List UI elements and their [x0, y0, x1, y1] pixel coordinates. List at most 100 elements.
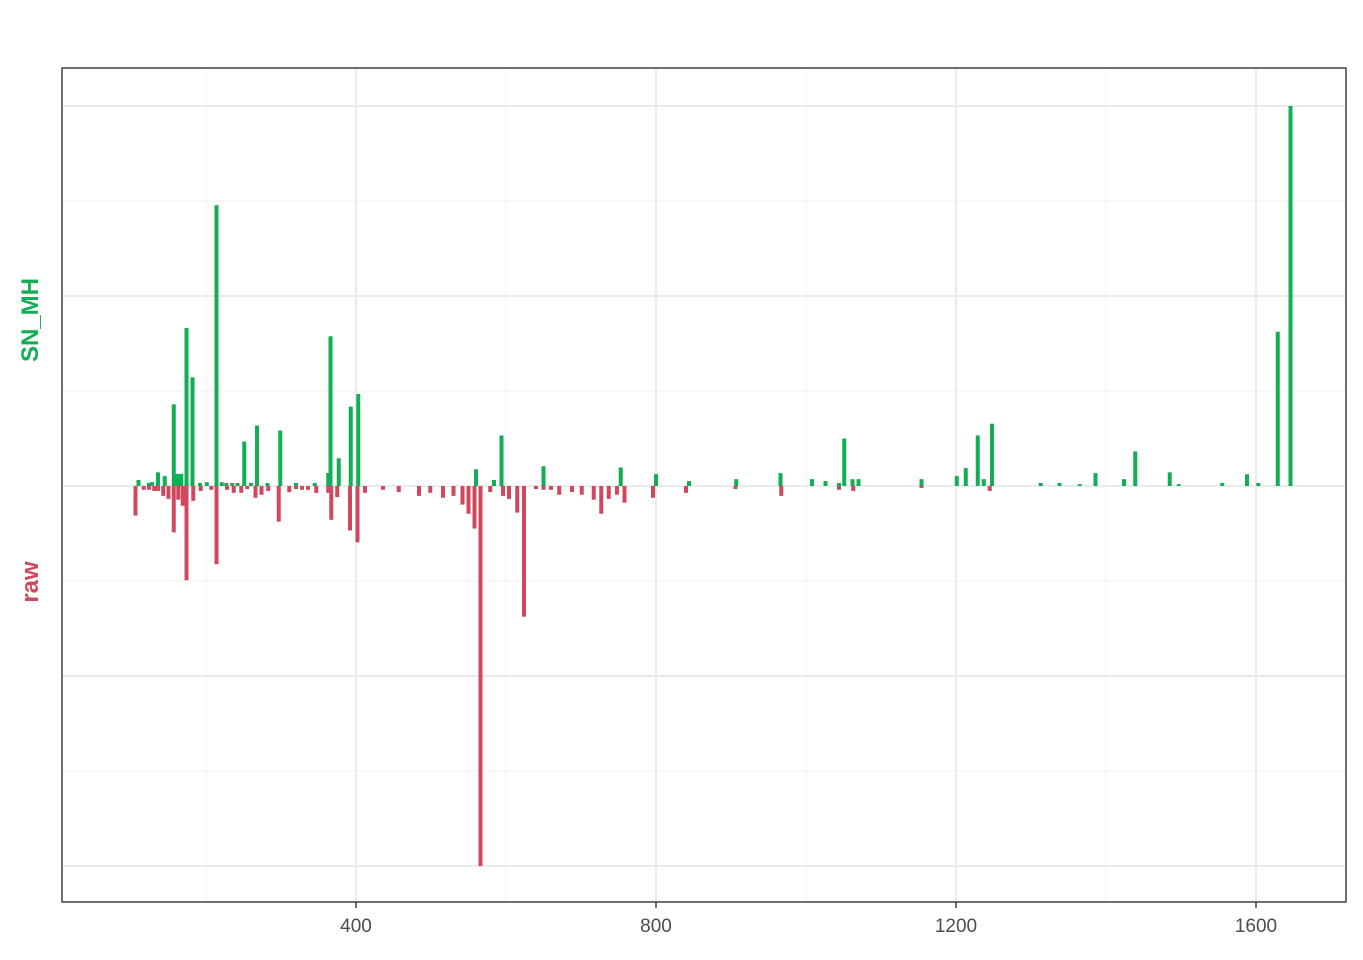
bar-sn-mh: [235, 482, 240, 486]
bar-raw: [381, 486, 385, 490]
bar-sn-mh: [778, 473, 783, 486]
minor-gridlines-y: [62, 200, 1346, 772]
bar-raw: [478, 486, 483, 866]
bar-sn-mh: [842, 438, 847, 486]
bar-raw: [225, 486, 229, 490]
bar-sn-mh: [823, 481, 828, 486]
bar-raw: [156, 486, 160, 491]
bar-raw: [779, 486, 784, 496]
bar-sn-mh: [348, 406, 353, 486]
bar-raw: [606, 486, 611, 499]
bar-sn-mh: [734, 479, 739, 486]
bar-sn-mh: [1220, 482, 1225, 486]
bar-sn-mh: [162, 476, 167, 486]
bar-raw: [184, 486, 189, 581]
bar-raw: [335, 486, 340, 498]
bar-sn-mh: [204, 482, 209, 486]
bar-raw: [287, 486, 292, 493]
bar-raw: [161, 486, 166, 496]
bar-raw: [557, 486, 562, 495]
bar-raw: [300, 486, 304, 490]
bar-raw: [355, 486, 360, 543]
bar-raw: [460, 486, 465, 505]
x-tick-label: 800: [640, 916, 672, 937]
panel-border: [61, 67, 1347, 903]
bar-raw: [231, 486, 236, 493]
bar-sn-mh: [618, 467, 623, 486]
bar-raw: [166, 486, 171, 499]
bar-sn-mh: [654, 474, 658, 486]
bar-sn-mh: [179, 473, 184, 486]
bar-sn-mh: [541, 466, 546, 486]
bar-raw: [147, 486, 151, 490]
bar-sn-mh: [1176, 484, 1181, 486]
bar-sn-mh: [255, 425, 259, 486]
bar-raw: [326, 486, 331, 493]
bar-sn-mh: [499, 435, 504, 486]
bar-raw: [363, 486, 367, 493]
bar-raw: [622, 486, 627, 503]
bar-sn-mh: [981, 479, 986, 486]
bar-sn-mh: [1245, 474, 1249, 486]
x-tick-label: 1200: [935, 916, 977, 937]
bar-raw: [141, 486, 146, 490]
bar-raw: [651, 486, 655, 498]
bar-raw: [837, 486, 841, 490]
bar-sn-mh: [150, 482, 154, 486]
x-axis-ticks: 400 800 1200 1600: [340, 902, 1277, 937]
bar-raw: [417, 486, 421, 496]
bar-sn-mh: [1256, 482, 1261, 486]
bar-sn-mh: [1167, 472, 1172, 486]
bar-sn-mh: [147, 482, 151, 486]
x-tick-label: 400: [340, 916, 372, 937]
bar-raw: [198, 486, 203, 491]
bar-raw: [209, 486, 214, 490]
bar-sn-mh: [492, 479, 496, 486]
bar-raw: [171, 486, 176, 533]
bar-sn-mh: [326, 473, 331, 486]
bar-raw: [441, 486, 445, 498]
bar-raw: [276, 486, 281, 522]
bar-sn-mh: [810, 479, 814, 486]
bar-sn-mh: [954, 476, 959, 486]
bar-sn-mh: [1122, 479, 1126, 486]
bar-raw: [570, 486, 574, 493]
bar-sn-mh: [919, 479, 924, 486]
bar-raw: [180, 486, 185, 506]
bar-raw: [919, 486, 924, 488]
x-tick-label: 1600: [1235, 916, 1277, 937]
bar-raw: [214, 486, 219, 565]
bar-raw: [245, 486, 250, 490]
bar-raw: [579, 486, 584, 495]
bar-raw: [294, 486, 298, 490]
bar-raw: [396, 486, 401, 493]
bar-sn-mh: [230, 482, 235, 486]
bar-sn-mh: [850, 479, 855, 486]
bar-raw: [466, 486, 471, 514]
series-sn-mh: [136, 106, 1293, 486]
bar-raw: [591, 486, 596, 500]
bar-sn-mh: [328, 336, 333, 486]
bar-sn-mh: [198, 482, 202, 486]
bar-raw: [191, 486, 196, 501]
bar-raw: [266, 486, 271, 491]
bar-sn-mh: [687, 481, 691, 486]
bar-sn-mh: [278, 430, 283, 486]
bar-sn-mh: [294, 482, 298, 486]
bar-sn-mh: [356, 394, 361, 486]
bar-sn-mh: [265, 482, 270, 486]
sn-mh-label: SN_MH: [17, 278, 44, 362]
bar-sn-mh: [1275, 331, 1280, 486]
bar-raw: [549, 486, 553, 490]
bar-raw: [152, 486, 157, 491]
bar-sn-mh: [242, 441, 247, 486]
bar-raw: [472, 486, 477, 529]
bar-sn-mh: [1093, 473, 1098, 486]
bar-sn-mh: [175, 473, 180, 486]
bar-raw: [534, 486, 538, 490]
bar-sn-mh: [336, 458, 341, 486]
bar-raw: [253, 486, 258, 498]
bar-sn-mh: [1057, 482, 1062, 486]
bar-sn-mh: [171, 404, 176, 486]
